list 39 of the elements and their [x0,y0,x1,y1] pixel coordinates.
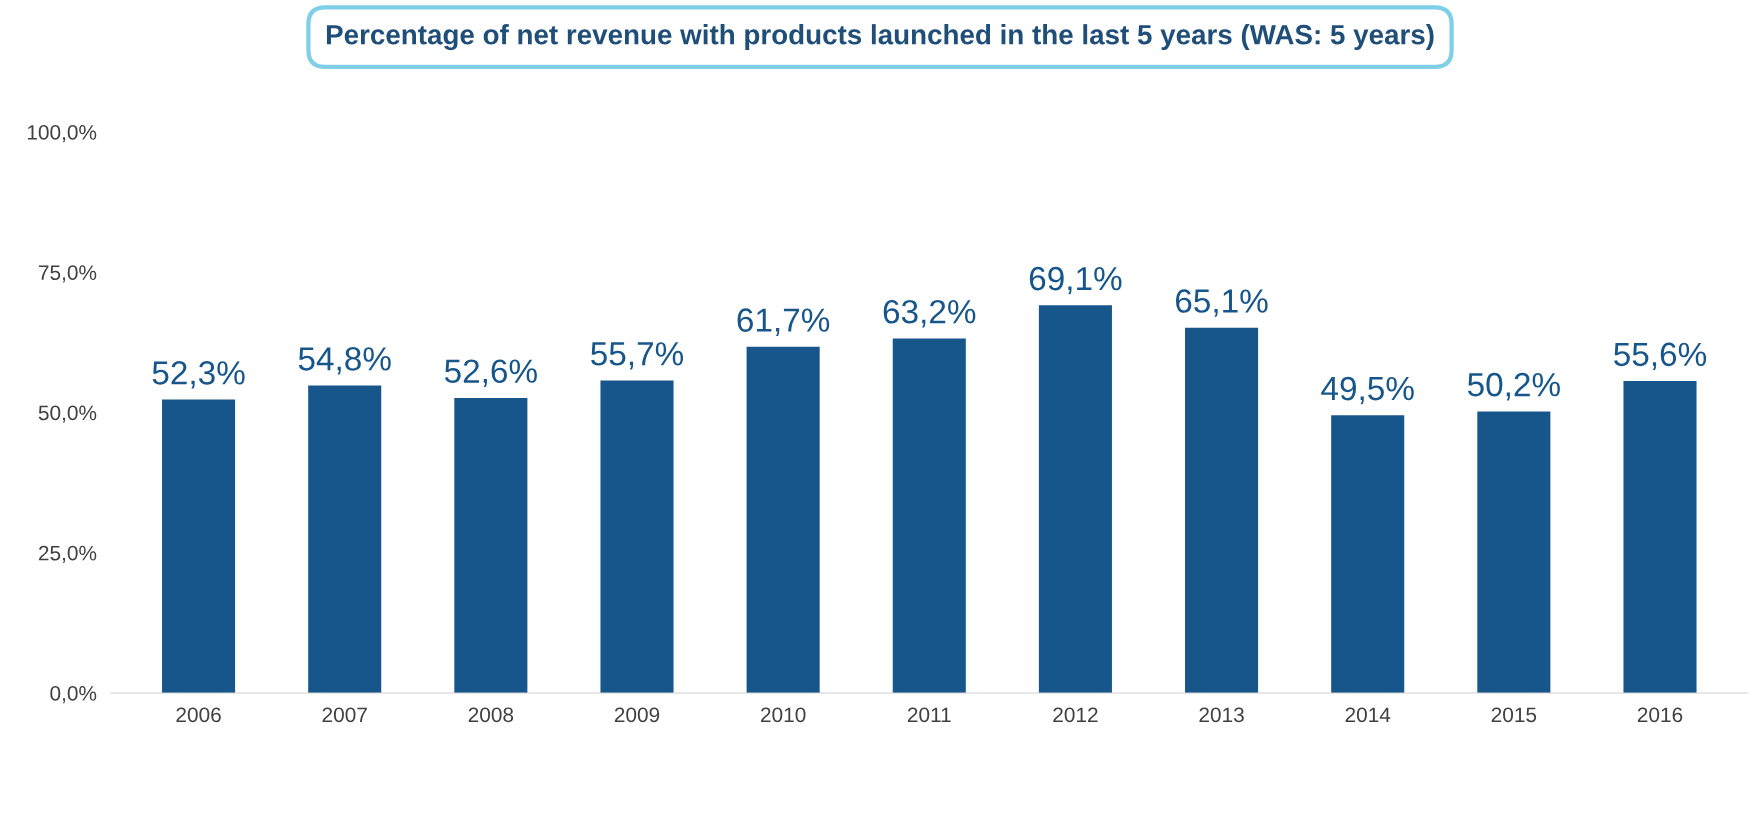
data-label: 55,6% [1614,342,1707,371]
x-tick-label: 2015 [1491,707,1537,723]
y-tick-label: 50,0% [38,405,97,423]
x-tick-label: 2014 [1345,707,1391,723]
bar [1185,327,1259,693]
y-tick-label: 0,0% [50,686,97,704]
x-tick-label: 2007 [322,707,367,723]
y-tick-label: 75,0% [38,265,97,283]
data-label: 65,1% [1176,289,1268,317]
data-label: 54,8% [298,347,391,375]
chart-title: Percentage of net revenue with products launched in the last 5 years (WAS: 5 years) [326,24,1434,51]
x-tick-label: 2010 [761,707,806,723]
bar [162,399,236,693]
bar [1477,411,1551,693]
data-label: 52,3% [152,361,245,389]
x-tick-label: 2008 [468,707,514,723]
y-tick-label: 25,0% [38,545,97,563]
y-tick-label: 100,0% [27,125,97,143]
data-label: 55,7% [591,342,684,370]
data-label: 69,1% [1029,266,1122,295]
x-tick-label: 2012 [1053,707,1098,723]
data-label: 50,2% [1467,372,1560,401]
x-tick-label: 2013 [1199,707,1244,723]
data-label: 52,6% [444,359,537,387]
bar [892,338,966,693]
bar [746,346,820,693]
data-label: 63,2% [883,299,976,328]
bar [600,380,674,693]
bar [1331,415,1405,693]
bar [1623,381,1697,693]
x-tick-label: 2006 [176,707,221,723]
x-tick-label: 2011 [907,707,951,723]
bar [454,397,528,693]
x-tick-label: 2009 [614,707,660,723]
bar [1038,305,1112,693]
x-tick-label: 2016 [1637,707,1683,723]
data-label: 61,7% [737,308,830,336]
bar [308,385,382,693]
data-label: 49,5% [1321,376,1414,405]
